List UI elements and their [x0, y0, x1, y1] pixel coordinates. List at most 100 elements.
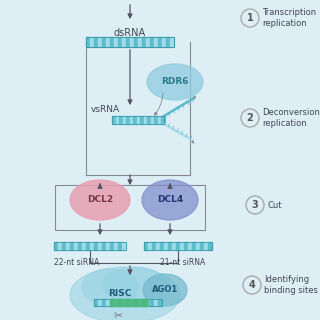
Bar: [119, 116, 123, 124]
Bar: [94, 299, 98, 306]
Bar: [154, 116, 157, 124]
Ellipse shape: [103, 267, 167, 303]
Bar: [192, 242, 196, 250]
Bar: [161, 116, 164, 124]
Bar: [66, 242, 70, 250]
Bar: [200, 242, 204, 250]
Bar: [106, 37, 110, 47]
Bar: [90, 242, 94, 250]
Bar: [116, 116, 119, 124]
Text: Deconversion
replication: Deconversion replication: [262, 108, 320, 128]
Bar: [82, 242, 86, 250]
Text: ✂: ✂: [113, 311, 123, 320]
Ellipse shape: [70, 267, 180, 320]
Bar: [90, 37, 94, 47]
Bar: [150, 299, 154, 306]
Text: DCL2: DCL2: [87, 196, 113, 204]
Bar: [144, 242, 212, 250]
Text: Identifying
binding sites: Identifying binding sites: [264, 275, 318, 295]
Bar: [110, 37, 114, 47]
Text: Transcription
replication: Transcription replication: [262, 8, 316, 28]
Bar: [150, 116, 154, 124]
Bar: [156, 242, 160, 250]
Bar: [102, 37, 106, 47]
Bar: [137, 116, 140, 124]
Bar: [114, 299, 118, 306]
Text: dsRNA: dsRNA: [114, 28, 146, 38]
Bar: [160, 242, 164, 250]
Text: 3: 3: [252, 200, 258, 210]
Bar: [122, 299, 126, 306]
Bar: [172, 242, 176, 250]
Bar: [110, 299, 114, 306]
Bar: [208, 242, 212, 250]
Ellipse shape: [143, 274, 187, 306]
Bar: [146, 299, 150, 306]
Bar: [180, 242, 184, 250]
Bar: [58, 242, 62, 250]
Bar: [142, 299, 146, 306]
Bar: [112, 116, 116, 124]
Ellipse shape: [70, 180, 130, 220]
Bar: [102, 242, 106, 250]
Bar: [166, 37, 170, 47]
Bar: [78, 242, 82, 250]
Bar: [134, 299, 138, 306]
Text: 22-nt siRNA: 22-nt siRNA: [54, 258, 99, 267]
Text: Cut: Cut: [267, 201, 282, 210]
Bar: [110, 242, 114, 250]
Bar: [154, 299, 158, 306]
Bar: [118, 299, 122, 306]
Bar: [147, 116, 150, 124]
Bar: [134, 37, 138, 47]
Bar: [94, 37, 98, 47]
Bar: [110, 299, 148, 306]
Bar: [98, 299, 102, 306]
Bar: [123, 116, 126, 124]
Bar: [154, 37, 158, 47]
Text: 2: 2: [247, 113, 253, 123]
Bar: [74, 242, 78, 250]
Bar: [106, 242, 110, 250]
Bar: [146, 37, 150, 47]
Bar: [114, 37, 118, 47]
Bar: [130, 116, 133, 124]
Bar: [158, 37, 162, 47]
Bar: [162, 37, 166, 47]
Bar: [98, 242, 102, 250]
Bar: [176, 242, 180, 250]
Bar: [54, 242, 58, 250]
Text: AGO1: AGO1: [152, 285, 178, 294]
Bar: [62, 242, 66, 250]
Text: vsRNA: vsRNA: [91, 106, 120, 115]
Text: 21-nt siRNA: 21-nt siRNA: [160, 258, 205, 267]
Bar: [158, 299, 162, 306]
Bar: [86, 37, 90, 47]
Bar: [70, 242, 74, 250]
Bar: [86, 37, 174, 47]
Bar: [130, 299, 134, 306]
Bar: [54, 242, 126, 250]
Bar: [148, 242, 152, 250]
Bar: [122, 242, 126, 250]
Bar: [98, 37, 102, 47]
Bar: [164, 242, 168, 250]
Bar: [196, 242, 200, 250]
Bar: [184, 242, 188, 250]
Bar: [138, 37, 142, 47]
Bar: [188, 242, 192, 250]
Bar: [140, 116, 143, 124]
Bar: [142, 37, 146, 47]
Bar: [126, 116, 130, 124]
Bar: [114, 242, 118, 250]
Bar: [118, 37, 122, 47]
Bar: [94, 299, 162, 306]
Bar: [106, 299, 110, 306]
Bar: [55, 185, 205, 230]
Bar: [130, 37, 134, 47]
Bar: [157, 116, 161, 124]
Bar: [86, 242, 90, 250]
Text: 4: 4: [249, 280, 255, 290]
Bar: [170, 37, 174, 47]
Bar: [168, 242, 172, 250]
